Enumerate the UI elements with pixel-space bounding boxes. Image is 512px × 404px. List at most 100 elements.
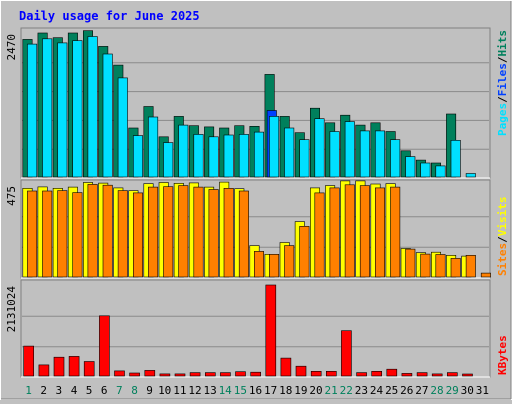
x-tick-label: 29 <box>446 384 459 397</box>
x-tick-label: 12 <box>188 384 201 397</box>
x-tick-label: 14 <box>219 384 233 397</box>
bar-sites <box>450 258 461 278</box>
legend-entry: / <box>496 56 509 63</box>
x-tick-label: 3 <box>55 384 62 397</box>
bar-pages <box>133 135 144 178</box>
bar-pages <box>163 142 174 178</box>
bar-sites <box>27 190 38 278</box>
bar-pages <box>374 130 385 178</box>
x-axis-day-labels: 1 2 3 4 5 6 7 8 9 10 11 12 13 14 15 16 17 18 19 20 21 22 23 24 2… <box>25 384 489 397</box>
bar-sites <box>87 184 98 278</box>
bar-pages <box>450 140 461 178</box>
x-tick-label: 15 <box>234 384 247 397</box>
legend-entry: KBytes <box>496 335 509 375</box>
bar-kbytes <box>220 372 231 377</box>
bar-kbytes <box>341 330 352 377</box>
chart-panels: 2470 475 2131024 <box>5 27 491 378</box>
bar-pages <box>208 136 219 178</box>
bar-kbytes <box>325 370 337 377</box>
bar-kbytes <box>250 371 261 377</box>
legend-kbytes: KBytes <box>496 335 509 375</box>
bar-pages <box>42 38 53 178</box>
bar-sites <box>117 190 128 278</box>
x-tick-label: 25 <box>385 384 398 397</box>
bar-pages <box>314 118 325 178</box>
x-tick-label: 22 <box>340 384 353 397</box>
bar-sites <box>163 186 174 278</box>
x-tick-label: 2 <box>40 384 47 397</box>
bar-pages <box>420 162 431 178</box>
legend-entry: Files <box>496 63 509 96</box>
bar-sites <box>178 185 189 278</box>
bar-pages <box>465 173 476 178</box>
bar-kbytes <box>295 365 307 377</box>
legend-visits-sites: Sites/Visits <box>496 197 509 277</box>
bar-pages <box>344 121 355 178</box>
bar-pages <box>254 131 265 178</box>
legend-entry: Pages <box>496 103 509 136</box>
x-tick-label: 31 <box>476 384 489 397</box>
x-tick-label: 30 <box>461 384 474 397</box>
panel-visits-sites: 475 <box>5 179 491 279</box>
x-tick-label: 16 <box>249 384 262 397</box>
bar-sites <box>42 190 53 278</box>
x-tick-label: 26 <box>400 384 413 397</box>
x-tick-label: 27 <box>415 384 428 397</box>
bar-kbytes <box>68 356 80 377</box>
bar-kbytes <box>174 373 186 377</box>
bar-pages <box>405 156 416 178</box>
bar-sites <box>299 226 310 278</box>
bar-kbytes <box>144 370 156 377</box>
bar-sites <box>254 251 265 278</box>
x-tick-label: 18 <box>279 384 292 397</box>
x-tick-label: 21 <box>324 384 337 397</box>
bar-kbytes <box>280 357 292 377</box>
legend-entry: Visits <box>496 197 509 237</box>
bar-sites <box>359 185 370 278</box>
x-tick-label: 1 <box>25 384 32 397</box>
bar-sites <box>284 245 295 278</box>
panel-max-label: 2470 <box>5 34 18 61</box>
x-tick-label: 23 <box>355 384 368 397</box>
bar-pages <box>148 116 159 178</box>
bar-kbytes <box>38 364 50 377</box>
bar-sites <box>435 254 446 278</box>
x-tick-label: 28 <box>430 384 443 397</box>
bar-pages <box>57 42 68 178</box>
x-tick-label: 11 <box>173 384 186 397</box>
x-tick-label: 20 <box>309 384 322 397</box>
bar-sites <box>238 190 249 278</box>
x-tick-label: 4 <box>71 384 78 397</box>
bar-kbytes <box>416 372 428 377</box>
bar-kbytes <box>189 372 201 377</box>
x-tick-label: 8 <box>131 384 138 397</box>
x-tick-label: 6 <box>101 384 108 397</box>
chart-title: Daily usage for June 2025 <box>19 9 200 23</box>
bar-pages <box>102 53 113 178</box>
bar-sites <box>102 184 113 278</box>
bar-kbytes <box>431 373 443 377</box>
bar-kbytes <box>53 356 65 377</box>
bar-sites <box>465 255 476 278</box>
bar-sites <box>148 186 159 278</box>
bar-sites <box>72 192 83 278</box>
bar-kbytes <box>23 345 35 377</box>
bar-pages <box>223 134 234 178</box>
bar-sites <box>344 184 355 278</box>
bar-kbytes <box>462 373 473 377</box>
bar-kbytes <box>371 370 383 377</box>
bar-sites <box>269 254 280 278</box>
bar-pages <box>359 130 370 178</box>
bar-sites <box>390 186 401 278</box>
bar-kbytes <box>235 371 246 377</box>
legend-hits-files-pages: Pages/Files/Hits <box>496 30 509 136</box>
bar-pages <box>238 134 249 178</box>
panel-max-label: 475 <box>5 186 18 206</box>
bar-pages <box>72 40 83 178</box>
bar-kbytes <box>310 370 322 377</box>
bar-sites <box>314 192 325 278</box>
legend-entry: Sites <box>496 243 509 276</box>
bar-sites <box>223 188 234 278</box>
